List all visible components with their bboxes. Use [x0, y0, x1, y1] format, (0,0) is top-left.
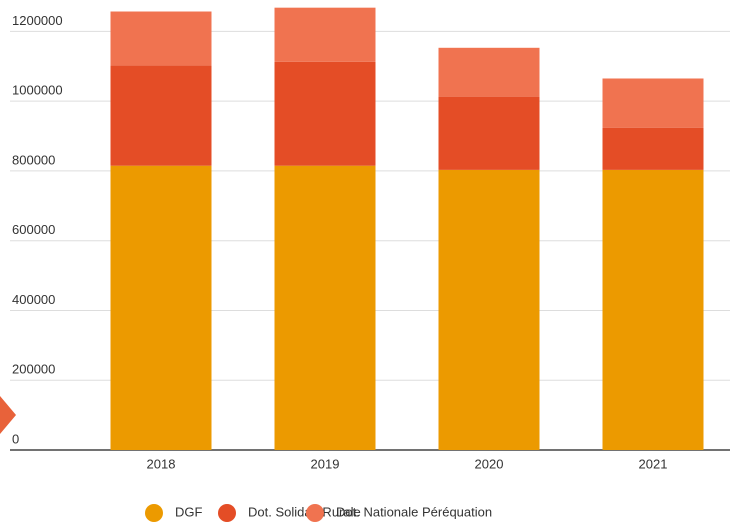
bar-segment [602, 78, 704, 128]
y-tick-label: 800000 [12, 152, 55, 167]
bar-segment [110, 165, 212, 450]
legend-swatch [218, 504, 236, 522]
legend-swatch [306, 504, 324, 522]
y-tick-label: 0 [12, 431, 19, 446]
bar-segment [438, 96, 540, 170]
bar-segment [110, 65, 212, 166]
x-tick-label: 2019 [311, 456, 340, 471]
legend-swatch [145, 504, 163, 522]
bar-segment [438, 169, 540, 450]
bar-segment [274, 61, 376, 166]
x-tick-label: 2020 [475, 456, 504, 471]
bar-segment [274, 7, 376, 62]
bar-segment [602, 127, 704, 170]
legend-label: Dot. Nationale Péréquation [336, 504, 492, 519]
bar-segment [110, 11, 212, 66]
x-tick-label: 2018 [147, 456, 176, 471]
legend-label: DGF [175, 504, 203, 519]
x-tick-label: 2021 [639, 456, 668, 471]
legend-label: Dot. Solidat. Rurale [248, 504, 361, 519]
y-tick-label: 1000000 [12, 83, 63, 98]
bar-segment [438, 47, 540, 97]
y-tick-label: 1200000 [12, 13, 63, 28]
y-tick-label: 200000 [12, 362, 55, 377]
side-arrow [0, 396, 16, 434]
y-tick-label: 400000 [12, 292, 55, 307]
bar-segment [602, 169, 704, 450]
y-tick-label: 600000 [12, 222, 55, 237]
bar-segment [274, 165, 376, 450]
